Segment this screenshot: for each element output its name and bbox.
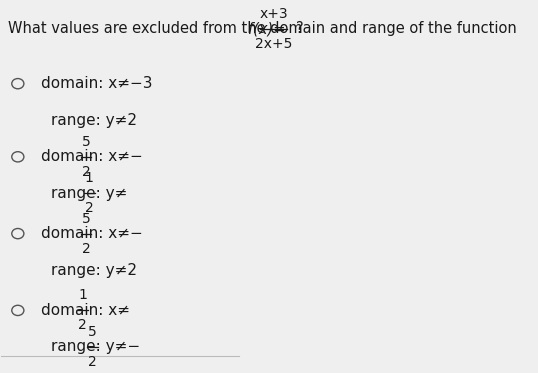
Text: domain: x≠−3: domain: x≠−3 (41, 76, 153, 91)
Text: 2: 2 (88, 355, 97, 369)
Text: range: y≠2: range: y≠2 (51, 263, 137, 278)
Text: range: y≠2: range: y≠2 (51, 113, 137, 128)
Text: x+3: x+3 (259, 7, 288, 21)
Text: f(x)=: f(x)= (249, 21, 286, 36)
Text: 2x+5: 2x+5 (255, 37, 292, 51)
Text: 2: 2 (85, 201, 94, 216)
Text: domain: x≠−: domain: x≠− (41, 226, 143, 241)
Text: range: y≠−: range: y≠− (51, 339, 140, 354)
Text: domain: x≠−: domain: x≠− (41, 149, 143, 164)
Text: 2: 2 (82, 242, 90, 256)
Text: 5: 5 (88, 325, 97, 339)
Text: 5: 5 (82, 211, 90, 226)
Text: What values are excluded from the domain and range of the function: What values are excluded from the domain… (8, 21, 521, 36)
Text: domain: x≠: domain: x≠ (41, 303, 130, 318)
Text: 1: 1 (85, 171, 94, 185)
Text: ?: ? (296, 21, 303, 36)
Text: 5: 5 (82, 135, 90, 149)
Text: 2: 2 (79, 319, 87, 332)
Text: 1: 1 (78, 288, 87, 303)
Text: range: y≠: range: y≠ (51, 186, 128, 201)
Text: 2: 2 (82, 165, 90, 179)
